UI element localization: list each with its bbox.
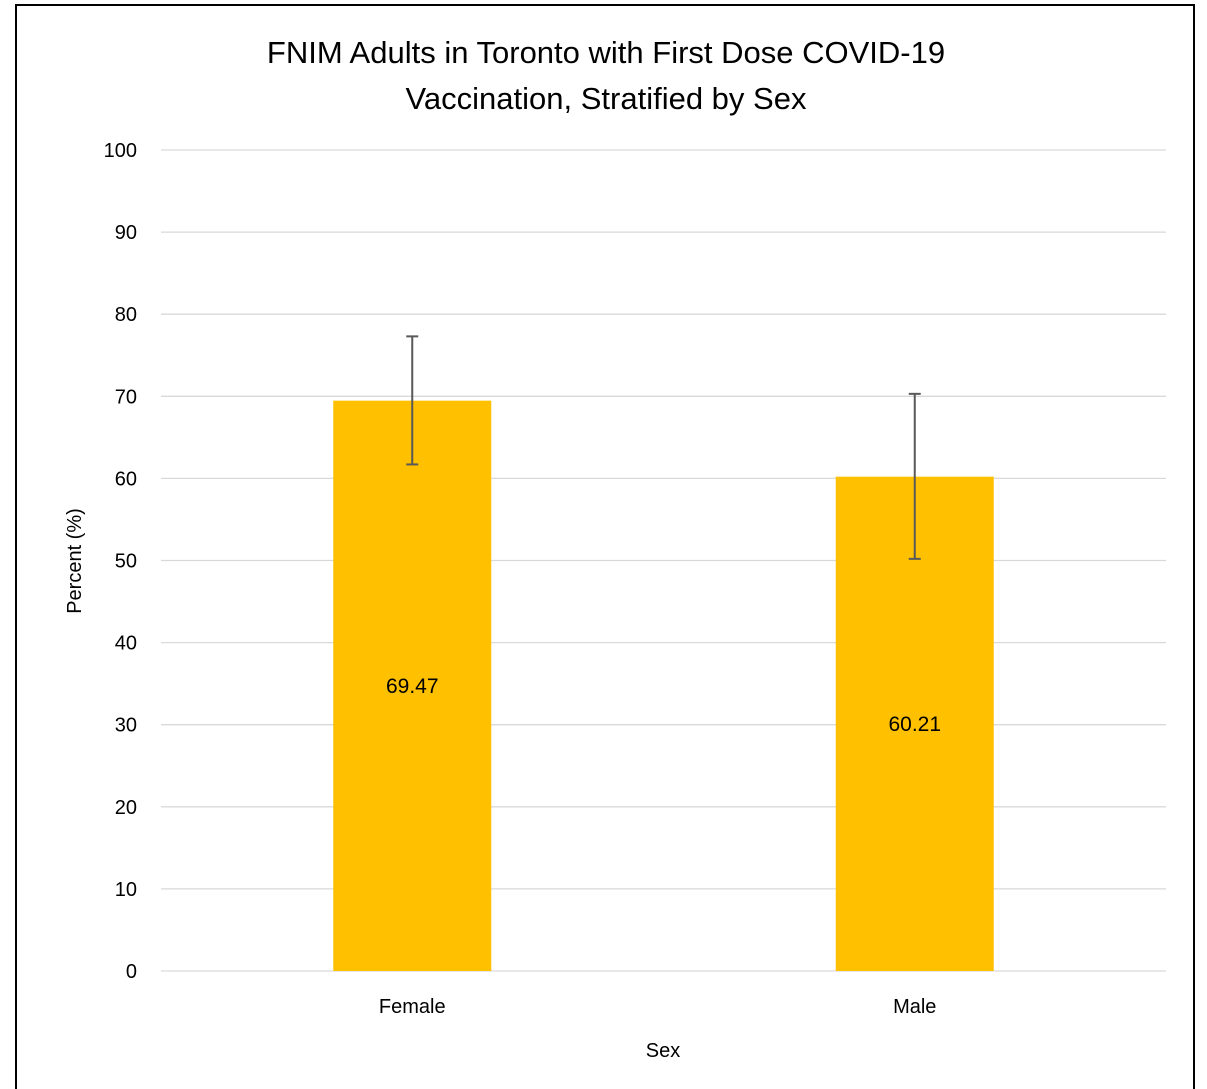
bar-female [333, 400, 492, 971]
data-label-male: 60.21 [888, 713, 941, 736]
y-axis-title: Percent (%) [64, 508, 86, 614]
error-bar-female [406, 335, 419, 466]
y-tick-label-40: 40 [115, 633, 137, 655]
error-bar-male [908, 392, 921, 560]
y-tick-label-20: 20 [115, 797, 137, 819]
chart-title: FNIM Adults in Toronto with First Dose C… [267, 35, 945, 116]
chart-frame [15, 4, 1195, 1089]
chart-title-line-1: FNIM Adults in Toronto with First Dose C… [267, 35, 945, 70]
y-axis-ticks: 0 10 20 30 40 50 60 70 80 90 100 [104, 140, 137, 983]
y-tick-label-90: 90 [115, 222, 137, 244]
data-label-female: 69.47 [386, 675, 439, 698]
y-tick-label-60: 60 [115, 468, 137, 490]
y-tick-label-50: 50 [115, 551, 137, 573]
gridlines [161, 149, 1166, 972]
y-tick-label-80: 80 [115, 304, 137, 326]
y-tick-label-10: 10 [115, 879, 137, 901]
y-tick-label-100: 100 [104, 140, 137, 162]
x-axis-ticks: Female Male [379, 996, 937, 1018]
x-axis-title: Sex [646, 1040, 680, 1062]
x-tick-label-male: Male [893, 996, 936, 1018]
bars [333, 400, 994, 971]
y-tick-label-70: 70 [115, 386, 137, 408]
chart-title-line-2: Vaccination, Stratified by Sex [406, 81, 807, 116]
x-tick-label-female: Female [379, 996, 446, 1018]
data-labels: 69.47 60.21 [386, 675, 941, 736]
y-tick-label-30: 30 [115, 715, 137, 737]
y-tick-label-0: 0 [126, 961, 137, 983]
error-bars [406, 335, 921, 560]
